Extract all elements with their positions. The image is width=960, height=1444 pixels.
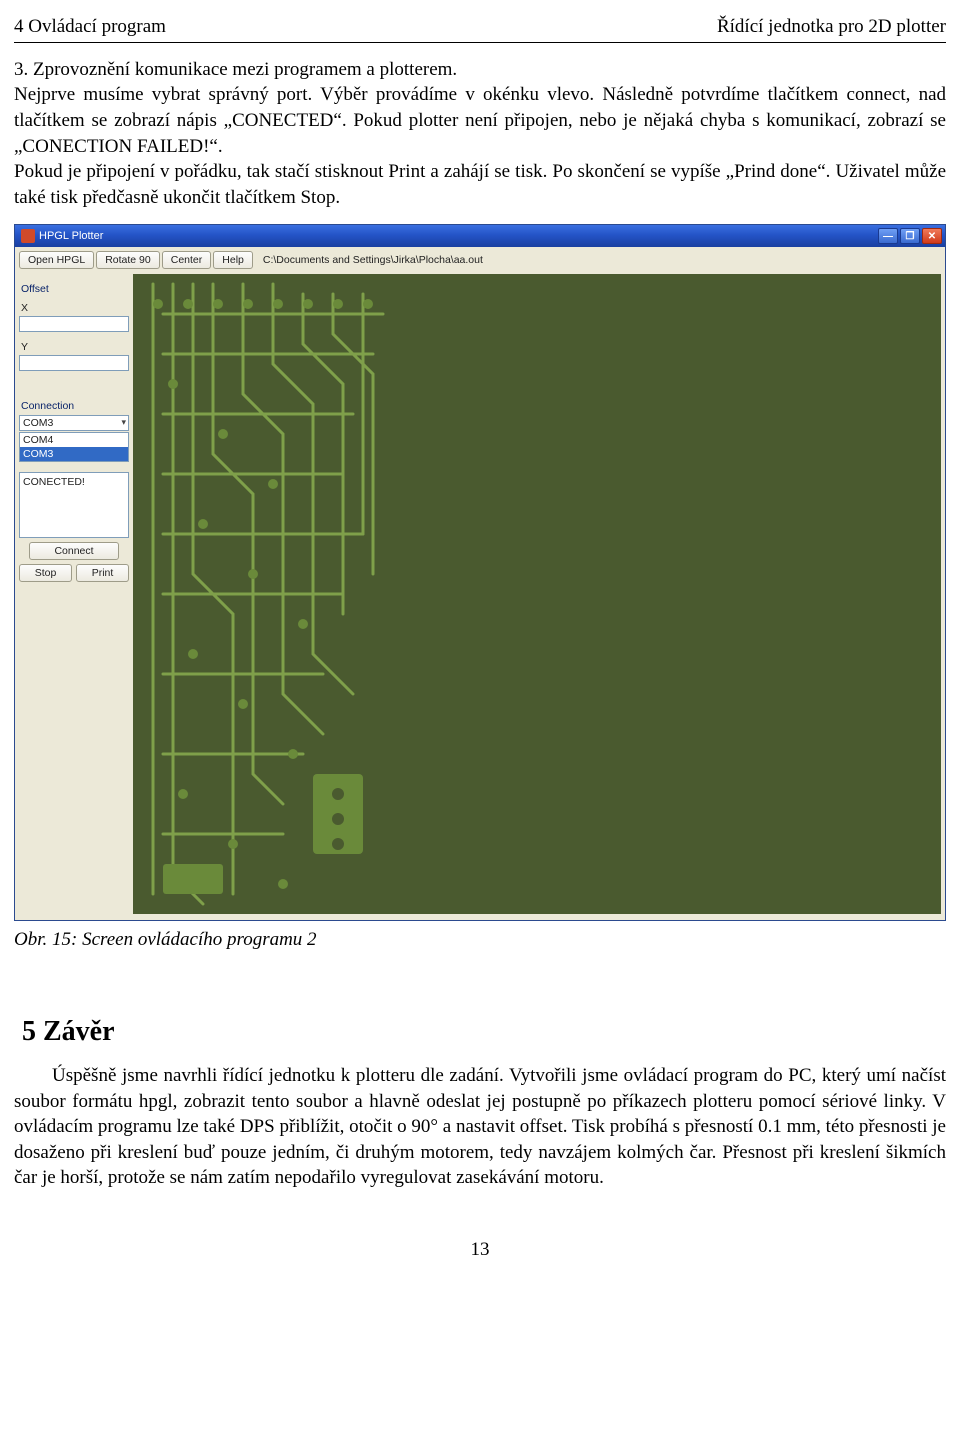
open-hpgl-button[interactable]: Open HPGL [19,251,94,269]
y-label: Y [21,340,129,354]
file-path: C:\Documents and Settings\Jirka\Plocha\a… [263,253,483,267]
page-number: 13 [14,1237,946,1263]
print-button[interactable]: Print [76,564,129,582]
sidebar: Offset X Y Connection COM3 COM4 COM3 CON… [15,271,133,920]
close-button[interactable]: ✕ [922,228,942,244]
list-item[interactable]: COM3 [20,447,128,461]
page-header: 4 Ovládací program Řídící jednotka pro 2… [14,14,946,43]
center-button[interactable]: Center [162,251,212,269]
x-label: X [21,301,129,315]
figure-caption: Obr. 15: Screen ovládacího programu 2 [14,927,946,953]
stop-button[interactable]: Stop [19,564,72,582]
connect-button[interactable]: Connect [29,542,119,560]
rotate-button[interactable]: Rotate 90 [96,251,160,269]
connection-label: Connection [21,399,129,413]
section-5-body: Úspěšně jsme navrhli řídící jednotku k p… [14,1063,946,1191]
intro-text: 3. Zprovoznění komunikace mezi programem… [14,57,946,211]
maximize-button[interactable]: ❐ [900,228,920,244]
titlebar: HPGL Plotter — ❐ ✕ [15,225,945,247]
pcb-preview [133,274,393,914]
intro-para1: Nejprve musíme vybrat správný port. Výbě… [14,82,946,159]
window-title: HPGL Plotter [39,229,103,244]
help-button[interactable]: Help [213,251,253,269]
log-box: CONECTED! [19,472,129,538]
app-icon [21,229,35,243]
header-left: 4 Ovládací program [14,14,166,40]
section-5-title: 5 Závěr [22,1013,946,1051]
toolbar: Open HPGL Rotate 90 Center Help C:\Docum… [15,247,945,271]
intro-line1: 3. Zprovoznění komunikace mezi programem… [14,57,946,83]
y-input[interactable] [19,355,129,371]
x-input[interactable] [19,316,129,332]
port-select[interactable]: COM3 [19,415,129,431]
offset-label: Offset [21,282,129,296]
intro-para2: Pokud je připojení v pořádku, tak stačí … [14,159,946,210]
minimize-button[interactable]: — [878,228,898,244]
screenshot-window: HPGL Plotter — ❐ ✕ Open HPGL Rotate 90 C… [14,224,946,921]
log-text: CONECTED! [23,476,85,488]
list-item[interactable]: COM4 [20,433,128,447]
header-right: Řídící jednotka pro 2D plotter [717,14,946,40]
preview-canvas[interactable] [133,274,941,914]
port-listbox[interactable]: COM4 COM3 [19,432,129,462]
